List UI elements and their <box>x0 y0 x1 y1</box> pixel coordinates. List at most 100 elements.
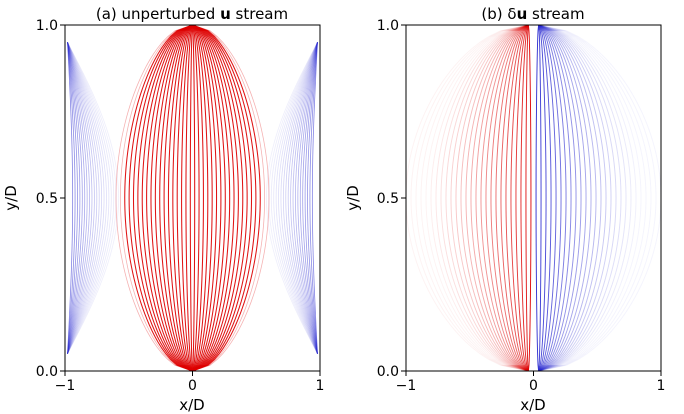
panel-b-streamline-left-10 <box>480 24 529 372</box>
panel-a-outer-streamline-left-6 <box>67 42 105 354</box>
panel-a-streamline-25 <box>192 24 226 372</box>
panel-b-streamline-right-10 <box>538 24 587 372</box>
panel-a-outer-streamline-right-4 <box>275 42 318 354</box>
panel-a-outer-streamline-left-16 <box>67 42 81 354</box>
panel-b-streamline-right-12 <box>538 24 597 372</box>
panel-b-ytick-label-1: 0.5 <box>377 191 399 207</box>
panel-a-ytick-label-1: 0.5 <box>36 191 58 207</box>
panel-a-streamline-22 <box>192 24 213 372</box>
panel-b-streamline-left-16 <box>450 24 529 372</box>
panel-a-xtick-label-0: −1 <box>55 378 76 394</box>
panel-a-outer-streamline-left-15 <box>67 42 83 354</box>
panel-a-streamline-4 <box>132 24 193 372</box>
panel-a-streamline-13 <box>172 24 193 372</box>
panel-a-outer-streamline-left-0 <box>67 42 119 354</box>
panel-a-outer-streamline-right-19 <box>311 42 318 354</box>
panel-a-outer-streamline-left-1 <box>67 42 117 354</box>
panel-b-streamline-right-0 <box>535 24 540 372</box>
panel-a-ylabel: y/D <box>2 185 20 210</box>
panel-a-outer-streamline-left-2 <box>67 42 115 354</box>
panel-a-outer-streamline-right-17 <box>307 42 318 354</box>
panel-a-xlabel: x/D <box>179 396 204 414</box>
panel-a-outer-streamline-right-15 <box>302 42 318 354</box>
panel-a-streamline-23 <box>192 24 218 372</box>
panel-b-streamline-left-20 <box>430 24 529 372</box>
panel-a-outer-streamline-left-4 <box>67 42 110 354</box>
panel-a-streamline-20 <box>192 24 204 372</box>
panel-a-outer-streamline-right-5 <box>278 42 318 354</box>
panel-b-streamline-right-18 <box>538 24 627 372</box>
panel-b-streamline-right-15 <box>538 24 612 372</box>
panel-a-outer-streamline-right-0 <box>266 42 318 354</box>
panel-a-outer-streamline-left-3 <box>67 42 112 354</box>
panel-a-streamline-2 <box>124 24 193 372</box>
panel-b-frame <box>405 24 662 372</box>
panel-b-x-ticks: −1 0 1 <box>396 371 666 394</box>
panel-a-outer-streamline-right-16 <box>304 42 318 354</box>
panel-a: (a) unperturbed u stream −1 0 1 0.00.51.0 … <box>2 5 324 414</box>
panel-b-streamline-left-19 <box>435 24 529 372</box>
panel-a-streamline-5 <box>137 24 193 372</box>
panel-b-streamline-right-11 <box>538 24 592 372</box>
panel-a-outer-streamline-left-14 <box>67 42 86 354</box>
panel-b-streamline-right-9 <box>538 24 582 372</box>
panel-b-streamline-right-5 <box>538 24 562 372</box>
panel-a-streamline-3 <box>128 24 193 372</box>
panel-b-streamline-left-13 <box>465 24 529 372</box>
panel-a-xtick-label-1: 0 <box>188 378 197 394</box>
panel-a-outer-streamline-left-18 <box>67 42 76 354</box>
panel-a-outer-streamline-right-7 <box>282 42 318 354</box>
panel-a-outer-streamline-left-17 <box>67 42 78 354</box>
panel-a-streamline-19 <box>191 24 200 372</box>
panel-b-streamline-right-3 <box>538 24 552 372</box>
panel-b-streamline-right-16 <box>538 24 617 372</box>
panel-b-streamline-left-8 <box>490 24 529 372</box>
panel-a-streamline-28 <box>192 24 239 372</box>
panel-b-xlabel: x/D <box>520 396 545 414</box>
panel-a-streamline-14 <box>176 24 193 372</box>
panel-a-streamline-24 <box>192 24 222 372</box>
panel-b-streamline-right-6 <box>538 24 567 372</box>
panel-a-outer-streamline-right-12 <box>295 42 318 354</box>
panel-b-streamline-right-2 <box>538 24 547 372</box>
panel-a-outer-streamline-right-11 <box>292 42 318 354</box>
panel-a-outer-streamline-left-12 <box>67 42 90 354</box>
panel-a-streamline-16 <box>185 24 194 372</box>
panel-a-title: (a) unperturbed u stream <box>96 5 288 23</box>
panel-b-streamline-left-6 <box>500 24 529 372</box>
panel-b-streamline-right-4 <box>538 24 557 372</box>
panel-a-streamline-18 <box>191 24 196 372</box>
panel-b-streamline-left-24 <box>410 24 529 372</box>
panel-b-ytick-label-0: 0.0 <box>377 364 399 380</box>
panel-b-streamline-left-14 <box>460 24 529 372</box>
panel-b-streamline-right-14 <box>538 24 607 372</box>
panel-a-outer-streamline-left-11 <box>67 42 93 354</box>
panel-a-streamline-31 <box>192 24 253 372</box>
panel-a-streamline-12 <box>167 24 193 372</box>
panel-b-streamline-right-13 <box>538 24 602 372</box>
panel-b-streamline-right-19 <box>538 24 632 372</box>
panel-b-streamline-left-9 <box>485 24 529 372</box>
panel-a-streamline-10 <box>159 24 193 372</box>
panel-b-streamline-left-18 <box>440 24 529 372</box>
panel-b-streamline-left-4 <box>510 24 529 372</box>
panel-a-streamline-0 <box>115 24 193 372</box>
panel-b: (b) δu stream −1 0 1 0.0 0.5 1.0 x/D y/D <box>344 5 665 414</box>
panel-b-streamline-right-24 <box>538 24 657 372</box>
panel-a-outer-streamline-right-14 <box>299 42 318 354</box>
panel-a-streamline-6 <box>141 24 193 372</box>
panel-a-outer-streamline-right-2 <box>270 42 318 354</box>
panel-a-outer-streamline-left-8 <box>67 42 100 354</box>
panel-b-streamline-right-22 <box>538 24 647 372</box>
panel-a-outer-streamline-left-13 <box>67 42 88 354</box>
panel-a-xtick-label-2: 1 <box>316 378 325 394</box>
panel-a-ytick-label-2: 1.0 <box>36 18 58 34</box>
panel-b-streamline-right-21 <box>538 24 642 372</box>
panel-b-xtick-label-2: 1 <box>657 378 666 394</box>
panel-a-streamline-8 <box>150 24 193 372</box>
panel-b-title: (b) δu stream <box>481 5 584 23</box>
panel-a-streamline-33 <box>192 24 261 372</box>
panel-b-xtick-label-1: 0 <box>529 378 538 394</box>
panel-a-outer-streamline-left-5 <box>67 42 107 354</box>
panel-b-streamline-left-17 <box>445 24 529 372</box>
